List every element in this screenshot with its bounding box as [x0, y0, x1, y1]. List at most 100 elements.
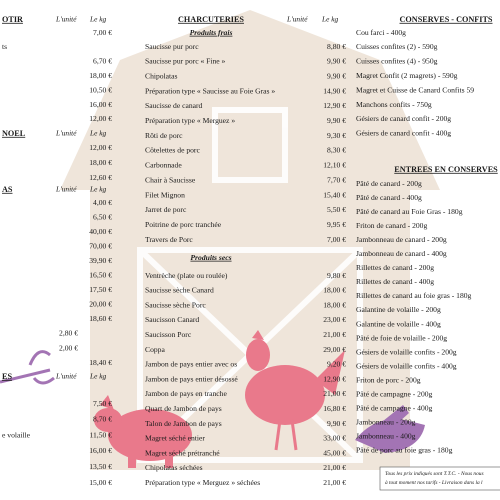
item-label: Travers de Porc	[145, 235, 193, 244]
kg-price: 9,95 €	[327, 220, 346, 229]
item-label: Manchons confits - 750g	[356, 100, 432, 109]
column-header: L'unité	[55, 372, 77, 381]
section-heading: OTIR	[2, 15, 23, 24]
item-label: Carbonnade	[145, 161, 182, 170]
kg-price: 18,00 €	[323, 286, 346, 295]
kg-price: 18,00 €	[89, 71, 112, 80]
column-header: Le kg	[89, 15, 107, 24]
item-label: Chipolatas séchées	[145, 463, 203, 472]
item-label: Côtelettes de porc	[145, 146, 200, 155]
barn-illustration	[60, 10, 440, 470]
item-label: Filet Mignon	[145, 190, 185, 199]
kg-price: 12,10 €	[323, 161, 346, 170]
kg-price: 21,00 €	[323, 330, 346, 339]
kg-price: 16,50 €	[89, 271, 112, 280]
kg-price: 12,90 €	[323, 101, 346, 110]
kg-price: 10,50 €	[89, 85, 112, 94]
kg-price: 12,00 €	[89, 143, 112, 152]
item-label: Rillettes de canard - 200g	[356, 263, 434, 272]
item-label: Pâté de canard - 200g	[356, 179, 422, 188]
kg-price: 18,00 €	[89, 158, 112, 167]
kg-price: 9,30 €	[327, 131, 346, 140]
kg-price: 70,00 €	[89, 241, 112, 250]
item-label: Quart de Jambon de pays	[145, 404, 222, 413]
item-label: Préparation type « Saucisse au Foie Gras…	[145, 86, 275, 95]
kg-price: 4,00 €	[93, 198, 112, 207]
column-header: L'unité	[55, 185, 77, 194]
column-header: L'unité	[55, 129, 77, 138]
item-label: Jambonneau de canard - 200g	[356, 235, 447, 244]
item-label: Friton de canard - 200g	[356, 221, 427, 230]
item-label: Saucisse sèche Canard	[145, 286, 214, 295]
item-label: ts	[2, 42, 7, 51]
kg-price: 18,00 €	[323, 300, 346, 309]
column-header: Le kg	[89, 129, 107, 138]
item-label: Pâté de campagne - 400g	[356, 404, 433, 413]
item-label: Magret et Cuisse de Canard Confits 59	[356, 85, 474, 94]
kg-price: 8,80 €	[327, 42, 346, 51]
kg-price: 39,90 €	[89, 256, 112, 265]
item-label: Magret séché prétranché	[145, 448, 220, 457]
item-label: Magret séché entier	[145, 434, 205, 443]
kg-price: 7,00 €	[93, 28, 112, 37]
item-label: Talon de Jambon de pays	[145, 419, 222, 428]
item-label: Pâté de canard au Foie Gras - 180g	[356, 207, 463, 216]
hand-illustration	[355, 405, 425, 453]
item-label: Jambon de pays entier avec os	[145, 360, 237, 369]
section-heading: ENTREES EN CONSERVES	[394, 165, 498, 174]
item-label: Gésiers de canard confit - 200g	[356, 114, 451, 123]
kg-price: 21,00 €	[323, 463, 346, 472]
kg-price: 6,70 €	[93, 57, 112, 66]
column-header: L'unité	[55, 15, 77, 24]
pig-illustration	[94, 395, 192, 468]
section-heading: AS	[2, 185, 13, 194]
item-label: Chipolatas	[145, 71, 178, 80]
section-heading: CONSERVES - CONFITS	[400, 15, 493, 24]
unit-price: 2,80 €	[59, 329, 78, 338]
item-label: Rillettes de canard - 400g	[356, 277, 434, 286]
column-header: L'unité	[286, 15, 308, 24]
kg-price: 7,70 €	[327, 175, 346, 184]
item-label: Saucisse pur porc « Fine »	[145, 57, 226, 66]
kg-price: 8,30 €	[327, 146, 346, 155]
item-label: Pâté de campagne - 200g	[356, 390, 433, 399]
kg-price: 16,00 €	[89, 446, 112, 455]
section-heading: ES	[2, 372, 12, 381]
item-label: Pâté de porc au foie gras - 180g	[356, 446, 453, 455]
kg-price: 18,40 €	[89, 358, 112, 367]
kg-price: 21,00 €	[323, 478, 346, 487]
item-label: Cou farci - 400g	[356, 28, 406, 37]
item-label: Préparation type « Merguez » séchées	[145, 478, 260, 487]
kg-price: 23,00 €	[323, 315, 346, 324]
item-label: Galantine de volaille - 200g	[356, 305, 441, 314]
subheading: Produits secs	[190, 253, 231, 262]
item-label: Jambonneau - 200g	[356, 418, 416, 427]
kg-price: 6,50 €	[93, 212, 112, 221]
kg-price: 33,00 €	[323, 434, 346, 443]
item-label: Magret Confit (2 magrets) - 590g	[356, 71, 458, 80]
item-label: Rillettes de canard au foie gras - 180g	[356, 291, 472, 300]
unit-price: 2,00 €	[59, 343, 78, 352]
kg-price: 9,20 €	[327, 360, 346, 369]
item-label: Jambonneau de canard - 400g	[356, 249, 447, 258]
kg-price: 8,70 €	[93, 415, 112, 424]
section-heading: CHARCUTERIES	[178, 15, 244, 24]
item-label: Rôti de porc	[145, 131, 183, 140]
kg-price: 29,00 €	[323, 345, 346, 354]
item-label: e volaille	[2, 430, 31, 439]
kg-price: 20,00 €	[89, 300, 112, 309]
item-label: Gésiers de canard confit - 400g	[356, 129, 451, 138]
item-label: Saucisse de canard	[145, 101, 203, 110]
kg-price: 12,90 €	[323, 374, 346, 383]
kg-price: 9,90 €	[327, 57, 346, 66]
item-label: Cuisses confites (2) - 590g	[356, 42, 438, 51]
kg-price: 15,40 €	[323, 190, 346, 199]
kg-price: 45,00 €	[323, 448, 346, 457]
kg-price: 12,00 €	[89, 114, 112, 123]
item-label: Ventrèche (plate ou roulée)	[145, 271, 228, 280]
item-label: Jarret de porc	[145, 205, 187, 214]
item-label: Chair à Saucisse	[145, 175, 196, 184]
kg-price: 17,50 €	[89, 285, 112, 294]
